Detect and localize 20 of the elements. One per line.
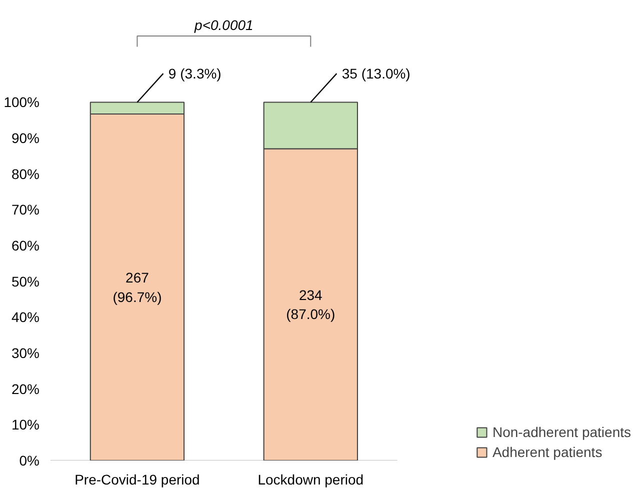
y-tick-label: 20% <box>11 380 40 397</box>
y-tick-label: 100% <box>4 94 40 110</box>
data-label: 35 (13.0%) <box>342 66 410 82</box>
y-tick-label: 30% <box>11 345 40 362</box>
y-tick-label: 10% <box>11 416 40 433</box>
y-tick-label: 80% <box>11 166 40 182</box>
y-tick-label: 60% <box>11 238 40 254</box>
data-label: 234 (87.0%) <box>286 287 336 322</box>
legend-label: Non-adherent patients <box>492 424 631 440</box>
legend-label: Adherent patients <box>492 444 602 460</box>
y-tick-label: 0% <box>19 452 40 468</box>
y-tick-label: 50% <box>11 273 40 290</box>
x-tick-label: Lockdown period <box>258 472 364 488</box>
data-label: 9 (3.3%) <box>168 66 222 82</box>
y-tick-label: 40% <box>11 309 40 326</box>
x-tick-label: Pre-Covid-19 period <box>74 472 200 488</box>
y-tick-label: 70% <box>11 202 40 218</box>
y-tick-label: 90% <box>11 130 40 146</box>
data-label: 267 (96.7%) <box>112 270 162 305</box>
text: p<0.0001 <box>194 17 254 34</box>
